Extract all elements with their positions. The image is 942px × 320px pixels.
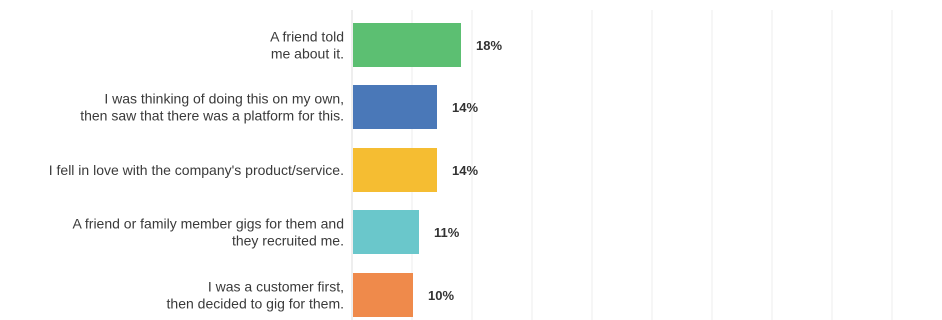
bar — [353, 148, 437, 192]
value-labels: 18% 14% 14% 11% 10% — [428, 38, 502, 303]
bar — [353, 273, 413, 317]
category-label: I fell in love with the company's produc… — [49, 162, 344, 178]
category-label: A friend or family member gigs for them … — [72, 216, 344, 249]
bar — [353, 85, 437, 129]
bars — [353, 23, 461, 317]
category-label: I was thinking of doing this on my own, t… — [80, 91, 344, 124]
value-label: 11% — [434, 225, 460, 240]
value-label: 18% — [476, 38, 502, 53]
category-labels: A friend told me about it. I was thinking … — [49, 29, 344, 312]
value-label: 10% — [428, 288, 454, 303]
bar — [353, 210, 419, 254]
bar — [353, 23, 461, 67]
category-label: A friend told me about it. — [270, 29, 344, 62]
value-label: 14% — [452, 163, 478, 178]
value-label: 14% — [452, 100, 478, 115]
category-label: I was a customer first, then decided to g… — [167, 279, 344, 312]
